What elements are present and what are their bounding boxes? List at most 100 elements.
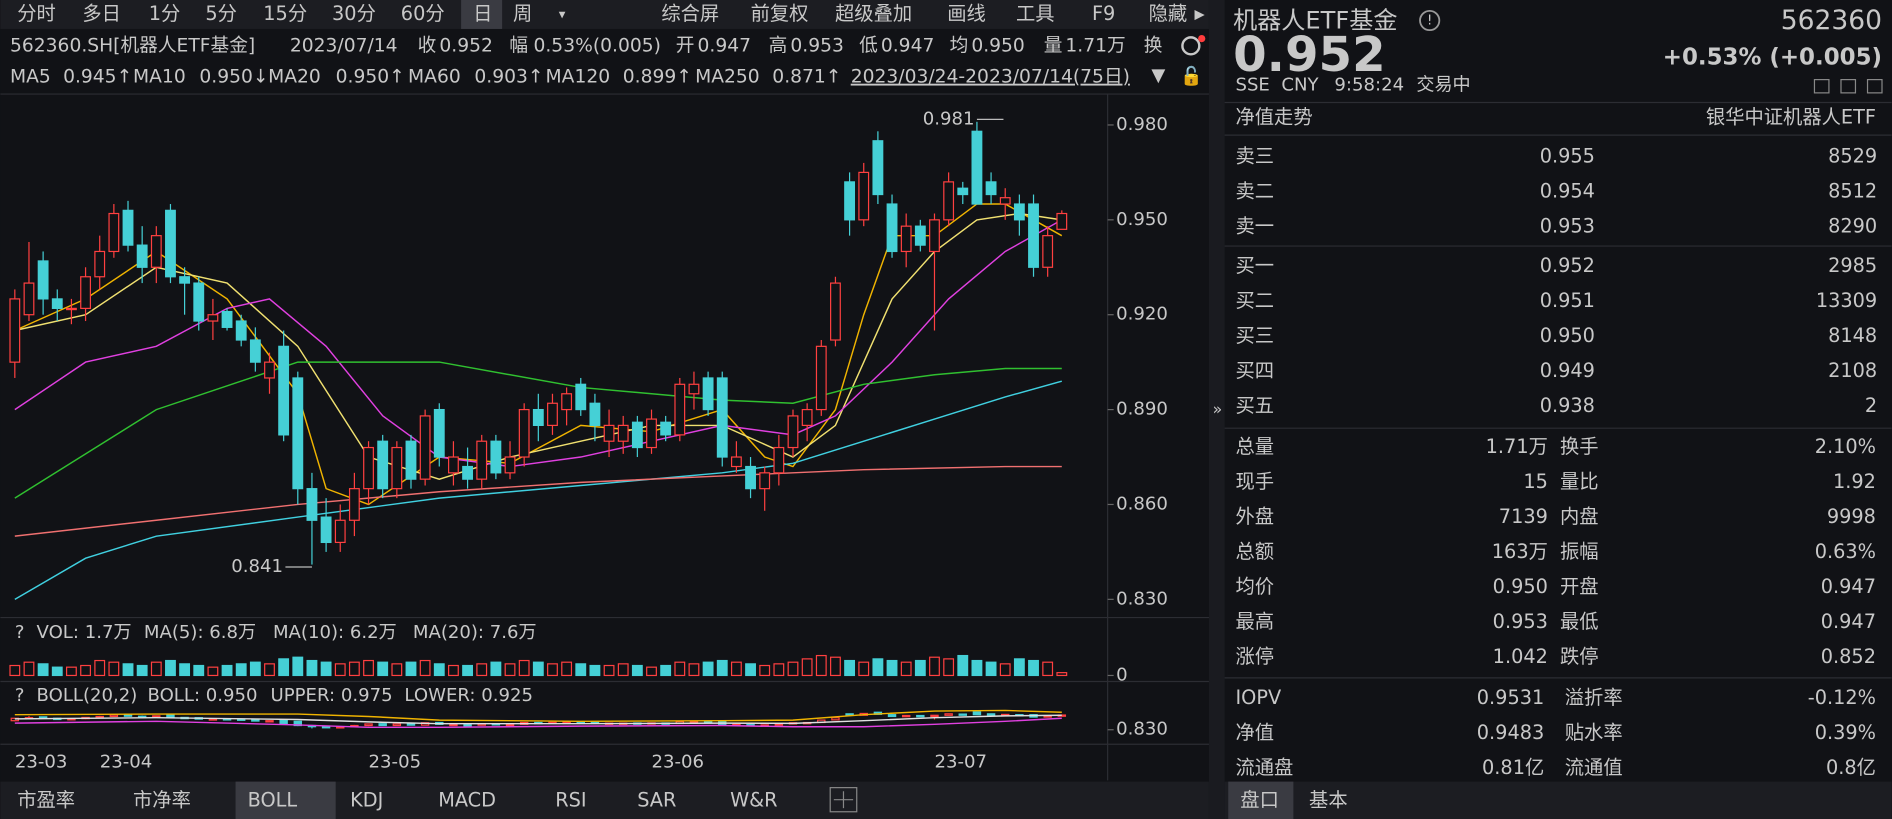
candle-body bbox=[1013, 203, 1025, 221]
period-tab[interactable]: 60分 bbox=[401, 2, 445, 25]
candle-body bbox=[207, 314, 219, 322]
volume-bar bbox=[646, 666, 657, 677]
candle-body bbox=[575, 383, 587, 411]
tool-button[interactable]: 综合屏 bbox=[661, 2, 719, 25]
order-label: 买一 bbox=[1235, 254, 1274, 277]
boll-candle-body bbox=[930, 714, 939, 718]
order-price: 0.950 bbox=[1540, 324, 1595, 347]
candle-body bbox=[65, 307, 77, 311]
period-tab[interactable]: 5分 bbox=[205, 2, 237, 25]
stat-value: 1.042 bbox=[1493, 645, 1548, 668]
indicator-tab[interactable]: W&R bbox=[730, 788, 778, 811]
indicator-tab[interactable]: 市净率 bbox=[133, 788, 191, 811]
quote-meta: SSE bbox=[1235, 75, 1269, 96]
stat-label: 跌停 bbox=[1560, 645, 1599, 668]
toolbar bbox=[0, 0, 1209, 29]
stat-label: 流通盘 bbox=[1235, 756, 1293, 779]
tool-button[interactable]: 画线 bbox=[947, 2, 986, 25]
info-text: 0.952 bbox=[439, 35, 493, 56]
indicator-header: VOL: 1.7万 bbox=[37, 622, 132, 643]
stat-label: 总量 bbox=[1235, 435, 1274, 458]
indicator-tab[interactable]: RSI bbox=[555, 788, 586, 811]
indicator-tab[interactable]: MACD bbox=[438, 788, 496, 811]
candle-body bbox=[51, 298, 63, 309]
indicator-tab[interactable]: 市盈率 bbox=[17, 788, 75, 811]
indicator-tab[interactable]: SAR bbox=[637, 788, 676, 811]
volume-bar bbox=[363, 659, 374, 677]
quote-meta: 9:58:24 bbox=[1334, 75, 1404, 96]
order-price: 0.952 bbox=[1540, 254, 1595, 277]
boll-candle-body bbox=[944, 713, 953, 716]
help-icon[interactable]: ? bbox=[15, 622, 25, 643]
volume-bar bbox=[900, 661, 912, 677]
help-icon[interactable]: ? bbox=[15, 685, 25, 706]
order-label: 卖二 bbox=[1235, 179, 1274, 202]
candle-body bbox=[532, 408, 544, 427]
candle-body bbox=[306, 488, 318, 521]
volume-bar bbox=[419, 659, 431, 677]
volume-bar bbox=[108, 661, 120, 677]
tool-button[interactable]: 隐藏 bbox=[1149, 2, 1188, 25]
gear-icon[interactable] bbox=[1181, 34, 1206, 56]
candle-body bbox=[858, 171, 870, 221]
period-more[interactable]: ▾ bbox=[559, 7, 566, 22]
dropdown-icon[interactable]: ▼ bbox=[1151, 65, 1165, 86]
tool-button[interactable]: 工具 bbox=[1016, 2, 1055, 25]
candle-body bbox=[872, 140, 884, 196]
volume-bar bbox=[433, 663, 445, 677]
volume-bar bbox=[957, 654, 969, 677]
indicator-line bbox=[14, 212, 1062, 480]
period-tab[interactable]: 15分 bbox=[263, 2, 307, 25]
tool-button[interactable]: 前复权 bbox=[751, 2, 809, 25]
nav-label[interactable]: 净值走势 bbox=[1235, 106, 1312, 129]
indicator-line bbox=[14, 465, 1062, 537]
volume-bar bbox=[858, 661, 870, 677]
volume-bar bbox=[886, 659, 898, 677]
side-tab[interactable]: 盘口 bbox=[1240, 788, 1279, 811]
date-range[interactable]: 2023/03/24-2023/07/14(75日) bbox=[851, 67, 1130, 88]
candle-body bbox=[433, 408, 445, 458]
volume-bar bbox=[999, 663, 1011, 677]
stat-label: 溢折率 bbox=[1565, 686, 1623, 709]
period-tab[interactable]: 日 bbox=[473, 2, 492, 25]
candle-body bbox=[391, 446, 403, 490]
tool-button[interactable]: F9 bbox=[1092, 2, 1115, 25]
period-tab[interactable]: 周 bbox=[513, 2, 532, 25]
side-tab[interactable]: 基本 bbox=[1309, 788, 1348, 811]
lock-icon[interactable]: 🔓 bbox=[1180, 65, 1203, 87]
candle-body bbox=[561, 393, 573, 411]
info-text: 0.53%(0.005) bbox=[533, 35, 660, 56]
candle-body bbox=[547, 402, 558, 427]
boll-candle-body bbox=[109, 714, 119, 718]
boll-candle-body bbox=[364, 723, 373, 727]
candle-body bbox=[504, 456, 516, 474]
candle-body bbox=[278, 345, 290, 436]
period-tab[interactable]: 30分 bbox=[332, 2, 376, 25]
info-icon[interactable] bbox=[1419, 9, 1441, 32]
period-tab[interactable]: 分时 bbox=[17, 2, 56, 25]
tool-button[interactable]: 超级叠加 bbox=[835, 2, 912, 25]
stat-value: 7139 bbox=[1499, 505, 1548, 528]
y-tick-label: 0.860 bbox=[1116, 493, 1168, 514]
volume-bar bbox=[249, 661, 261, 677]
period-tab[interactable]: 多日 bbox=[82, 2, 121, 25]
volume-bar bbox=[23, 661, 35, 677]
info-text: 562360.SH[机器人ETF基金] bbox=[10, 35, 255, 56]
add-tab-icon[interactable] bbox=[829, 787, 858, 813]
toolbar-arrow[interactable]: ▶ bbox=[1194, 7, 1205, 22]
info-text: 1.71万 bbox=[1065, 35, 1125, 56]
window-icons[interactable] bbox=[1813, 79, 1883, 94]
stat-label: 现手 bbox=[1235, 470, 1274, 493]
volume-bar bbox=[1028, 659, 1039, 677]
collapse-icon[interactable]: » bbox=[1213, 400, 1223, 419]
volume-bar bbox=[985, 661, 997, 677]
stat-label: 总额 bbox=[1235, 540, 1274, 563]
candle-body bbox=[617, 424, 629, 442]
period-tab[interactable]: 1分 bbox=[149, 2, 181, 25]
candle-body bbox=[419, 415, 431, 480]
volume-bar bbox=[589, 664, 601, 677]
indicator-tab[interactable]: KDJ bbox=[350, 788, 383, 811]
indicator-tab[interactable]: BOLL bbox=[248, 788, 298, 811]
boll-candle-body bbox=[449, 723, 458, 727]
